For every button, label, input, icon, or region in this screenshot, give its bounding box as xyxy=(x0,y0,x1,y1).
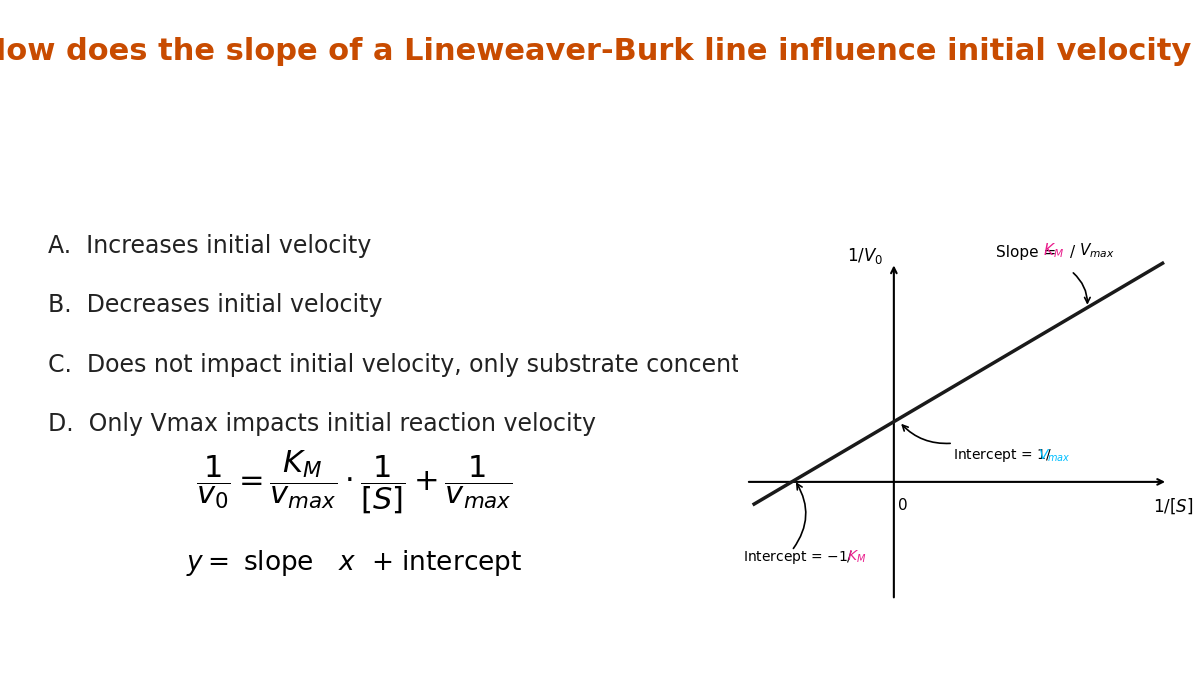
Text: Intercept = $-1/$: Intercept = $-1/$ xyxy=(743,549,854,565)
Text: $V_{max}$: $V_{max}$ xyxy=(1038,448,1070,464)
Text: A.  Increases initial velocity: A. Increases initial velocity xyxy=(48,234,371,258)
Text: $0$: $0$ xyxy=(896,497,907,513)
Text: C.  Does not impact initial velocity, only substrate concentration does: C. Does not impact initial velocity, onl… xyxy=(48,353,874,377)
Text: $V_{max}$: $V_{max}$ xyxy=(1079,241,1115,260)
Text: $K_M$: $K_M$ xyxy=(1043,241,1064,260)
Text: B.  Decreases initial velocity: B. Decreases initial velocity xyxy=(48,293,383,317)
Text: How does the slope of a Lineweaver-Burk line influence initial velocity ?: How does the slope of a Lineweaver-Burk … xyxy=(0,37,1200,66)
Text: $\dfrac{1}{v_0} = \dfrac{K_M}{v_{max}} \cdot \dfrac{1}{[S]} + \dfrac{1}{v_{max}}: $\dfrac{1}{v_0} = \dfrac{K_M}{v_{max}} \… xyxy=(196,448,512,516)
Text: D.  Only Vmax impacts initial reaction velocity: D. Only Vmax impacts initial reaction ve… xyxy=(48,412,596,436)
Text: $/$: $/$ xyxy=(1068,243,1075,260)
Text: Slope =: Slope = xyxy=(996,245,1061,260)
Text: $1/[S]$: $1/[S]$ xyxy=(1153,497,1194,516)
Text: $1/V_0$: $1/V_0$ xyxy=(847,246,883,266)
Text: $y = $ slope  $\ x\ $ $+$ intercept: $y = $ slope $\ x\ $ $+$ intercept xyxy=(186,548,522,578)
Text: Intercept = $1/$: Intercept = $1/$ xyxy=(953,448,1052,464)
Text: $K_M$: $K_M$ xyxy=(847,549,866,565)
